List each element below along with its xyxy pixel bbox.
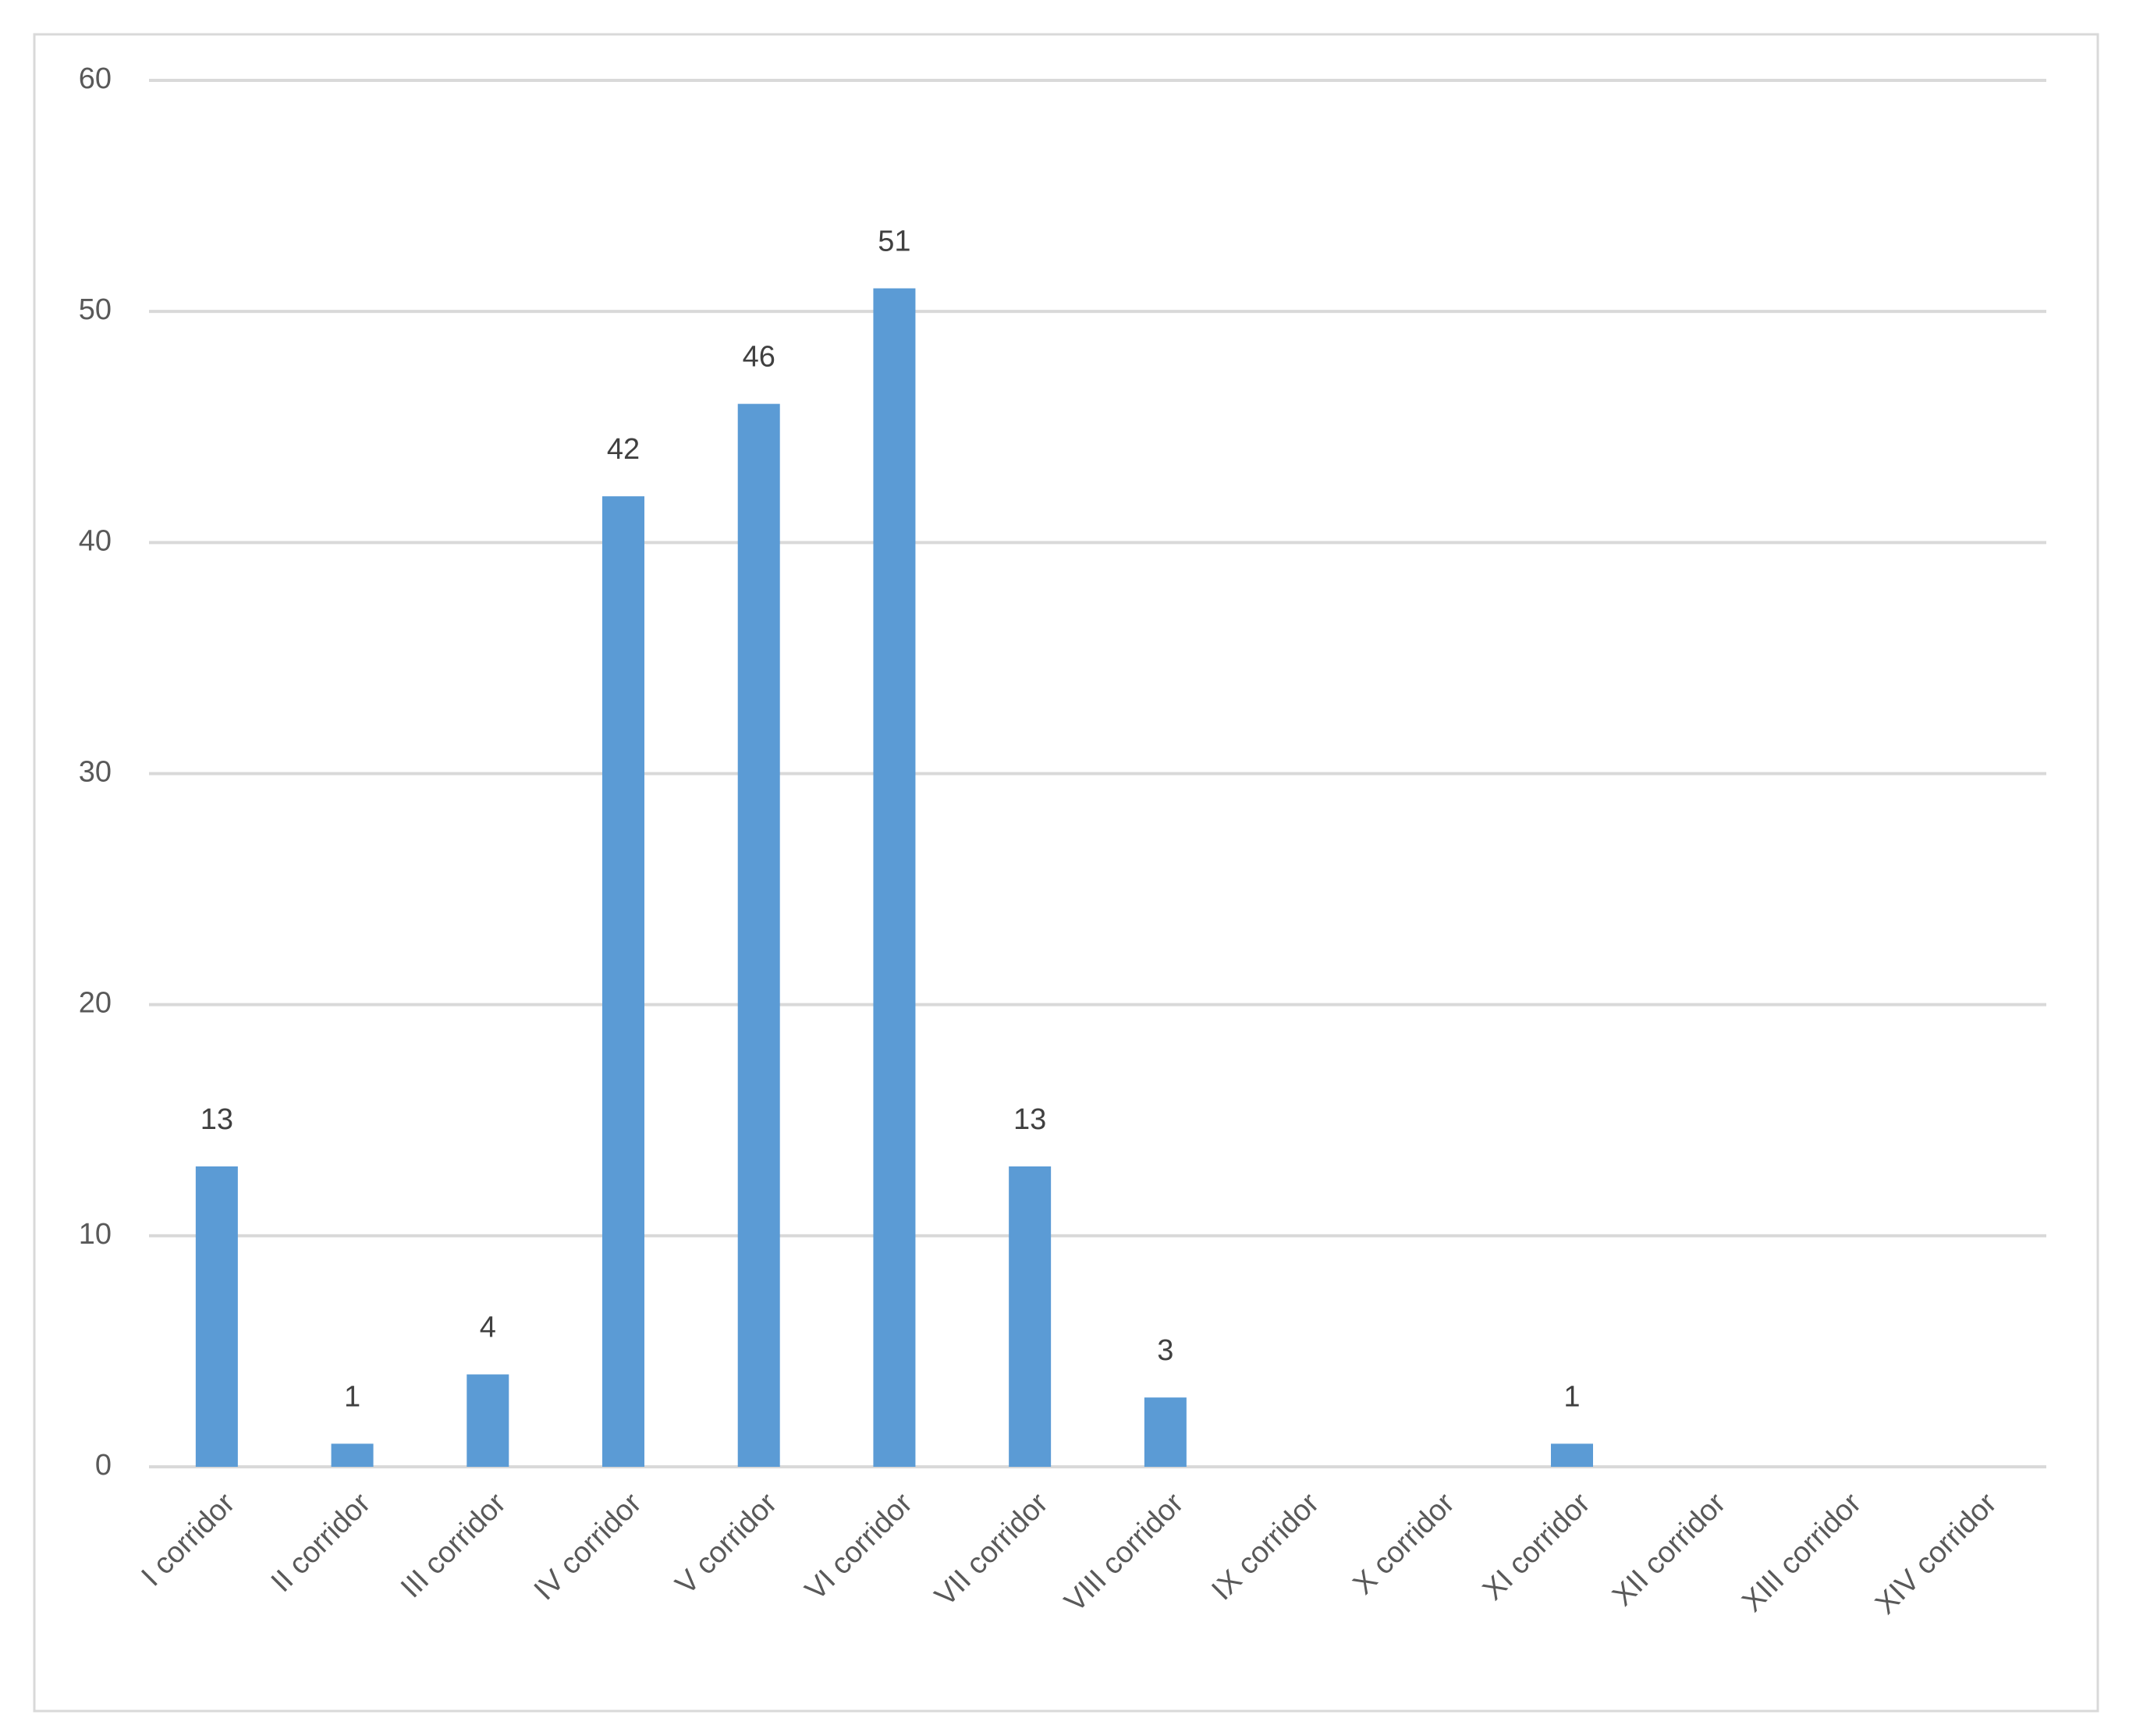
bar bbox=[1009, 1166, 1052, 1467]
y-tick-label: 40 bbox=[79, 524, 112, 557]
y-tick-label: 0 bbox=[95, 1449, 112, 1482]
bar bbox=[331, 1443, 374, 1467]
value-label: 42 bbox=[607, 433, 640, 466]
bar bbox=[1551, 1443, 1593, 1467]
value-label: 13 bbox=[1013, 1103, 1046, 1136]
value-label: 4 bbox=[480, 1312, 496, 1344]
value-label: 1 bbox=[1563, 1380, 1580, 1413]
value-label: 46 bbox=[743, 341, 775, 374]
y-tick-label: 20 bbox=[79, 987, 112, 1020]
y-tick-label: 50 bbox=[79, 293, 112, 326]
y-tick-label: 10 bbox=[79, 1218, 112, 1251]
value-label: 3 bbox=[1157, 1334, 1173, 1367]
bar bbox=[737, 403, 780, 1468]
value-label: 1 bbox=[344, 1380, 360, 1413]
value-label: 51 bbox=[878, 225, 910, 258]
bar bbox=[602, 496, 644, 1467]
y-tick-label: 60 bbox=[79, 62, 112, 95]
bar bbox=[873, 288, 916, 1467]
value-label: 13 bbox=[200, 1103, 233, 1136]
bar bbox=[467, 1374, 509, 1467]
bar bbox=[195, 1166, 238, 1467]
chart-border bbox=[33, 33, 2099, 1713]
bar bbox=[1144, 1397, 1187, 1467]
y-tick-label: 30 bbox=[79, 756, 112, 789]
